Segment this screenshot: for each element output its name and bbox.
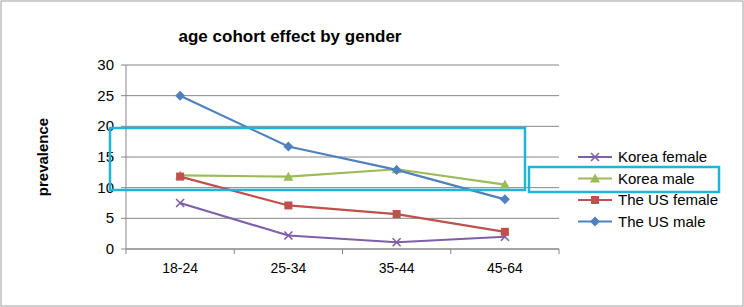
data-point [176,173,184,181]
grid-line [126,65,559,66]
legend-marker [590,174,600,183]
x-tick-label: 35-44 [379,260,415,276]
y-tick-label: 10 [97,179,114,196]
x-tick [126,249,127,254]
y-tick [121,65,126,66]
series-line [180,169,505,184]
y-tick-label: 30 [97,56,114,73]
data-point [393,238,401,246]
legend-marker [591,153,599,161]
y-tick [121,187,126,188]
grid-line [126,126,559,127]
legend-label: The US male [618,213,706,230]
grid-line [126,187,559,188]
y-tick-label: 5 [106,209,114,226]
y-tick-label: 20 [97,117,114,134]
legend-label: The US female [618,191,718,208]
series-line [180,96,505,200]
legend-marker [591,196,599,204]
x-tick-label: 18-24 [162,260,198,276]
x-tick-label: 45-64 [487,260,523,276]
y-tick [121,95,126,96]
x-tick-label: 25-34 [270,260,306,276]
data-point [284,201,292,209]
grid-line [126,95,559,96]
grid-line [126,218,559,219]
y-tick-label: 0 [106,240,114,257]
y-tick [121,157,126,158]
y-tick-label: 25 [97,87,114,104]
x-tick [342,249,343,254]
data-point [284,232,292,240]
y-tick [121,249,126,250]
chart-container: age cohort effect by gender prevalence 0 5 1… [0,0,744,307]
data-point [175,91,185,101]
chart-svg: age cohort effect by gender prevalence 0 5 1… [0,0,744,307]
series-line [180,177,505,232]
data-point [501,228,509,236]
y-tick-label: 15 [97,148,114,165]
data-point [283,142,293,152]
data-point [500,194,510,204]
title: age cohort effect by gender [179,27,402,46]
data-point [283,172,293,181]
chart-frame [1,1,743,306]
legend-label: Korea female [618,148,707,165]
x-tick [450,249,451,254]
y-tick [121,126,126,127]
x-tick [559,249,560,254]
data-point [393,210,401,218]
highlight-legend-box [529,167,719,192]
legend-label: Korea male [618,170,695,187]
highlight-box [110,128,525,190]
data-point [176,199,184,207]
y-tick [121,218,126,219]
plot-area [175,91,510,247]
data-point [500,180,510,189]
y-axis-label: prevalence [34,118,51,196]
data-point [392,165,402,175]
x-tick [234,249,235,254]
legend-marker [590,217,600,227]
y-axis [126,65,127,249]
